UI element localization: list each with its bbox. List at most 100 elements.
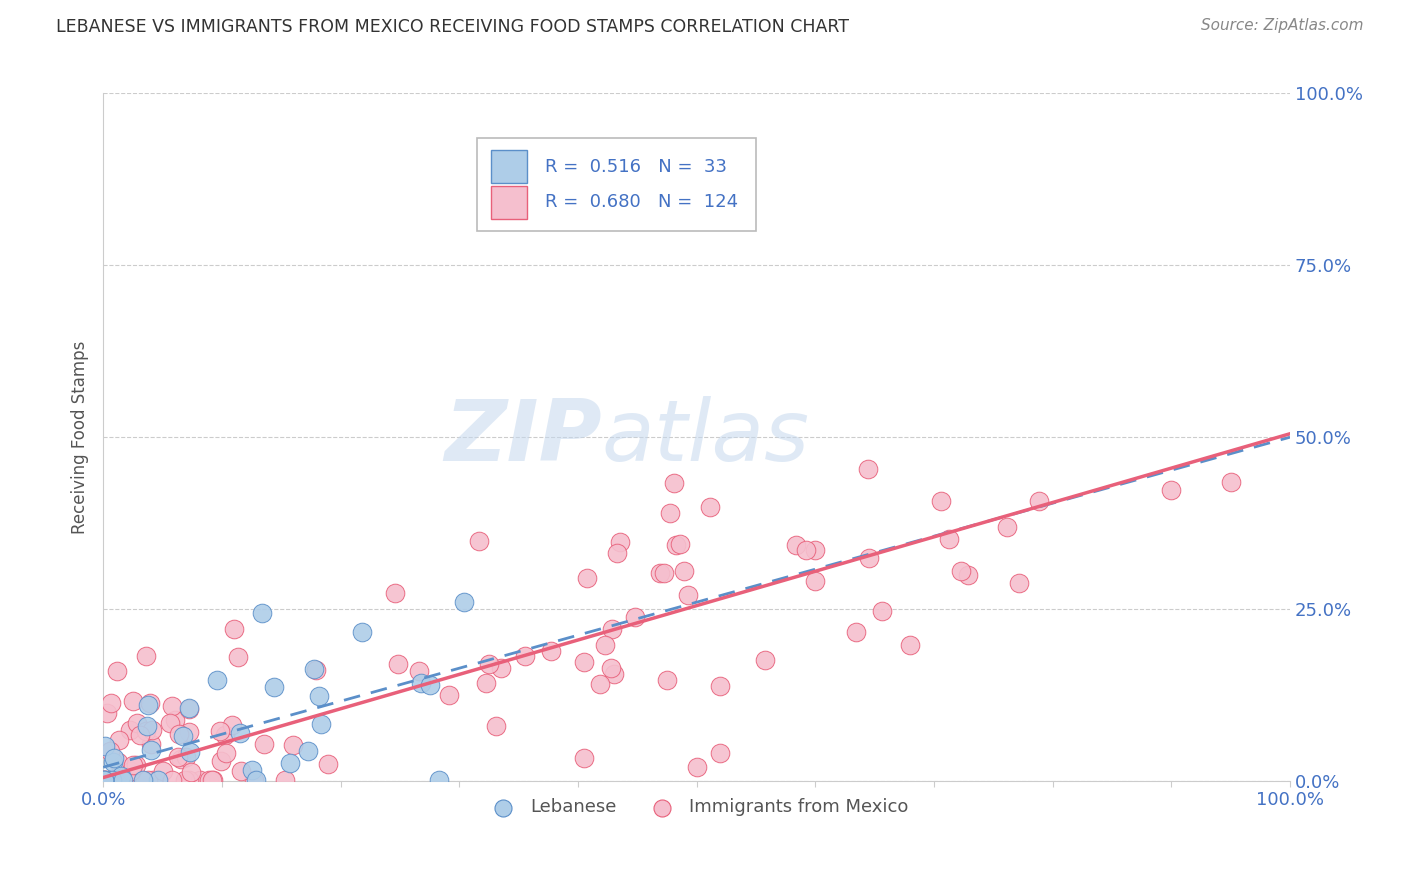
Point	[121, 758, 143, 772]
Point	[929, 494, 952, 508]
Point	[117, 773, 139, 788]
Point	[305, 663, 328, 677]
Point	[152, 764, 174, 778]
Point	[453, 595, 475, 609]
Point	[796, 542, 818, 557]
Point	[177, 702, 200, 716]
Point	[93, 773, 115, 788]
Point	[101, 755, 124, 769]
Legend: Lebanese, Immigrants from Mexico: Lebanese, Immigrants from Mexico	[478, 791, 915, 823]
Point	[419, 678, 441, 692]
Point	[229, 725, 252, 739]
Point	[387, 657, 409, 671]
Point	[142, 773, 165, 788]
Point	[655, 673, 678, 687]
Point	[131, 773, 153, 788]
Point	[221, 718, 243, 732]
Point	[489, 660, 512, 674]
Point	[1160, 483, 1182, 498]
Point	[250, 607, 273, 621]
Point	[478, 657, 501, 671]
Point	[858, 551, 880, 566]
Point	[297, 744, 319, 758]
Point	[177, 773, 200, 788]
Point	[1008, 575, 1031, 590]
Point	[139, 743, 162, 757]
Point	[685, 169, 707, 183]
Point	[302, 662, 325, 676]
Point	[139, 737, 162, 751]
Point	[253, 737, 276, 751]
Point	[281, 738, 304, 752]
Point	[105, 664, 128, 678]
Point	[180, 764, 202, 779]
Point	[129, 728, 152, 742]
Point	[515, 649, 537, 664]
Point	[589, 677, 612, 691]
Point	[101, 773, 124, 788]
Point	[599, 661, 621, 675]
Point	[135, 719, 157, 733]
Point	[384, 585, 406, 599]
Point	[122, 694, 145, 708]
Point	[110, 769, 132, 783]
Point	[107, 755, 129, 769]
Point	[898, 638, 921, 652]
Point	[870, 603, 893, 617]
Point	[98, 743, 121, 757]
Point	[177, 725, 200, 739]
Point	[101, 773, 124, 788]
Point	[173, 773, 195, 788]
Point	[263, 680, 285, 694]
Point	[673, 565, 696, 579]
Point	[938, 532, 960, 546]
Point	[96, 706, 118, 720]
Point	[108, 733, 131, 747]
Point	[803, 543, 825, 558]
Bar	[491, 151, 527, 184]
Point	[222, 622, 245, 636]
Point	[709, 679, 731, 693]
Point	[1028, 494, 1050, 508]
Point	[198, 773, 221, 788]
Point	[785, 538, 807, 552]
Point	[956, 567, 979, 582]
Point	[856, 462, 879, 476]
Point	[94, 739, 117, 754]
Point	[754, 653, 776, 667]
Point	[148, 773, 170, 788]
Point	[93, 773, 115, 788]
Point	[135, 648, 157, 663]
Point	[669, 537, 692, 551]
Point	[485, 719, 508, 733]
Point	[658, 506, 681, 520]
Point	[135, 723, 157, 738]
Point	[995, 520, 1018, 534]
Point	[201, 773, 224, 788]
Point	[120, 764, 142, 778]
Point	[131, 773, 153, 788]
Point	[540, 644, 562, 658]
Point	[141, 723, 163, 737]
Point	[427, 773, 450, 788]
Point	[309, 716, 332, 731]
Point	[240, 764, 263, 778]
Point	[474, 676, 496, 690]
Point	[676, 588, 699, 602]
Point	[201, 773, 224, 788]
Point	[94, 773, 117, 788]
Point	[159, 715, 181, 730]
Point	[115, 773, 138, 788]
Point	[214, 728, 236, 742]
Text: atlas: atlas	[602, 396, 810, 479]
Point	[160, 773, 183, 788]
Point	[139, 696, 162, 710]
Point	[138, 698, 160, 712]
Point	[664, 476, 686, 491]
Text: R =  0.516   N =  33: R = 0.516 N = 33	[544, 158, 727, 176]
Point	[209, 754, 232, 768]
Point	[93, 773, 115, 788]
Text: ZIP: ZIP	[444, 396, 602, 479]
Point	[949, 564, 972, 578]
Point	[215, 747, 238, 761]
